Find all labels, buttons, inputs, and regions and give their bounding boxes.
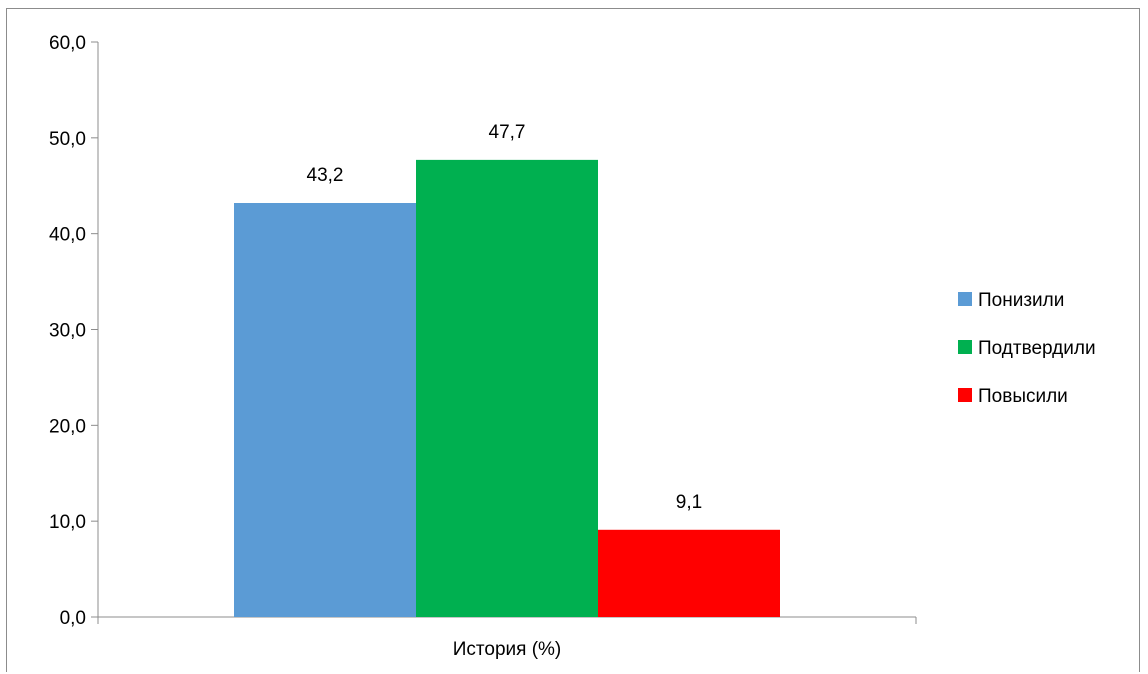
- y-axis: 0,0 10,0 20,0 30,0 40,0 50,0 60,0: [49, 33, 99, 629]
- y-tick-label: 50,0: [49, 129, 86, 150]
- y-tick-label: 60,0: [49, 33, 86, 54]
- bar-3: [598, 529, 780, 617]
- bar-1: [234, 203, 416, 617]
- x-category-label: История (%): [453, 639, 562, 660]
- legend-swatch-1: [958, 292, 972, 306]
- legend-label-3: Повысили: [978, 386, 1068, 407]
- x-axis: История (%): [97, 616, 917, 660]
- y-tick-label: 0,0: [60, 608, 86, 629]
- bar-2: [416, 159, 598, 617]
- bars-group: [234, 159, 780, 617]
- legend: Понизили Подтвердили Повысили: [958, 290, 1096, 407]
- y-tick-label: 40,0: [49, 225, 86, 246]
- data-labels-group: 43,2 47,7 9,1: [307, 122, 703, 513]
- data-label-3: 9,1: [676, 492, 702, 513]
- y-tick-label: 30,0: [49, 321, 86, 342]
- legend-label-2: Подтвердили: [978, 338, 1096, 359]
- y-tick-label: 20,0: [49, 416, 86, 437]
- y-tick-label: 10,0: [49, 512, 86, 533]
- data-label-1: 43,2: [307, 165, 344, 186]
- data-label-2: 47,7: [489, 122, 526, 143]
- legend-swatch-2: [958, 340, 972, 354]
- legend-swatch-3: [958, 388, 972, 402]
- legend-label-1: Понизили: [978, 290, 1064, 311]
